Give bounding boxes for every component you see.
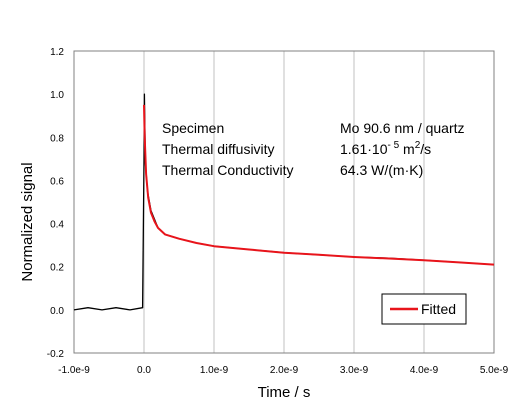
x-tick-label: -1.0e-9: [58, 365, 90, 376]
diffusivity-unit: m: [399, 141, 415, 157]
legend: Fitted: [381, 293, 467, 325]
annot-label-conductivity: Thermal Conductivity: [162, 162, 294, 178]
y-tick-label: 0.8: [50, 133, 64, 144]
y-tick-label: 0.0: [50, 306, 64, 317]
x-tick-label: 1.0e-9: [200, 365, 229, 376]
x-tick-label: 3.0e-9: [340, 365, 369, 376]
x-tick-label: 2.0e-9: [270, 365, 299, 376]
annot-value-conductivity: 64.3 W/(m·K): [340, 162, 423, 178]
diffusivity-tail: /s: [420, 141, 431, 157]
y-tick-label: 1.0: [50, 90, 64, 101]
y-axis-label: Normalized signal: [19, 162, 36, 281]
y-tick-labels: -0.2 0.0 0.2 0.4 0.6 0.8 1.0 1.2: [47, 47, 65, 360]
x-tick-labels: -1.0e-9 0.0 1.0e-9 2.0e-9 3.0e-9 4.0e-9 5.0e-9: [58, 365, 508, 376]
y-tick-label: 1.2: [50, 47, 64, 58]
plot-frame: [73, 50, 495, 354]
y-tick-label: 0.2: [50, 263, 64, 274]
y-tick-label: -0.2: [47, 349, 65, 360]
annot-label-diffusivity: Thermal diffusivity: [162, 141, 275, 157]
diffusivity-unit-exponent: 2: [415, 140, 421, 151]
x-tick-label: 5.0e-9: [480, 365, 509, 376]
diffusivity-exponent: - 5: [387, 140, 399, 151]
annot-value-specimen: Mo 90.6 nm / quartz: [340, 120, 465, 136]
x-tick-label: 0.0: [137, 365, 151, 376]
x-axis-label: Time / s: [258, 384, 311, 401]
legend-label-fitted: Fitted: [421, 301, 456, 317]
series-group: [73, 93, 495, 311]
x-tick-label: 4.0e-9: [410, 365, 439, 376]
grid: [143, 51, 425, 353]
annot-value-diffusivity: 1.61·10- 5 m2/s: [340, 140, 431, 157]
series-line-fitted: [143, 104, 495, 266]
y-tick-label: 0.6: [50, 176, 64, 187]
diffusivity-mantissa: 1.61·10: [340, 141, 388, 157]
y-tick-label: 0.4: [50, 220, 64, 231]
annot-label-specimen: Specimen: [162, 120, 224, 136]
